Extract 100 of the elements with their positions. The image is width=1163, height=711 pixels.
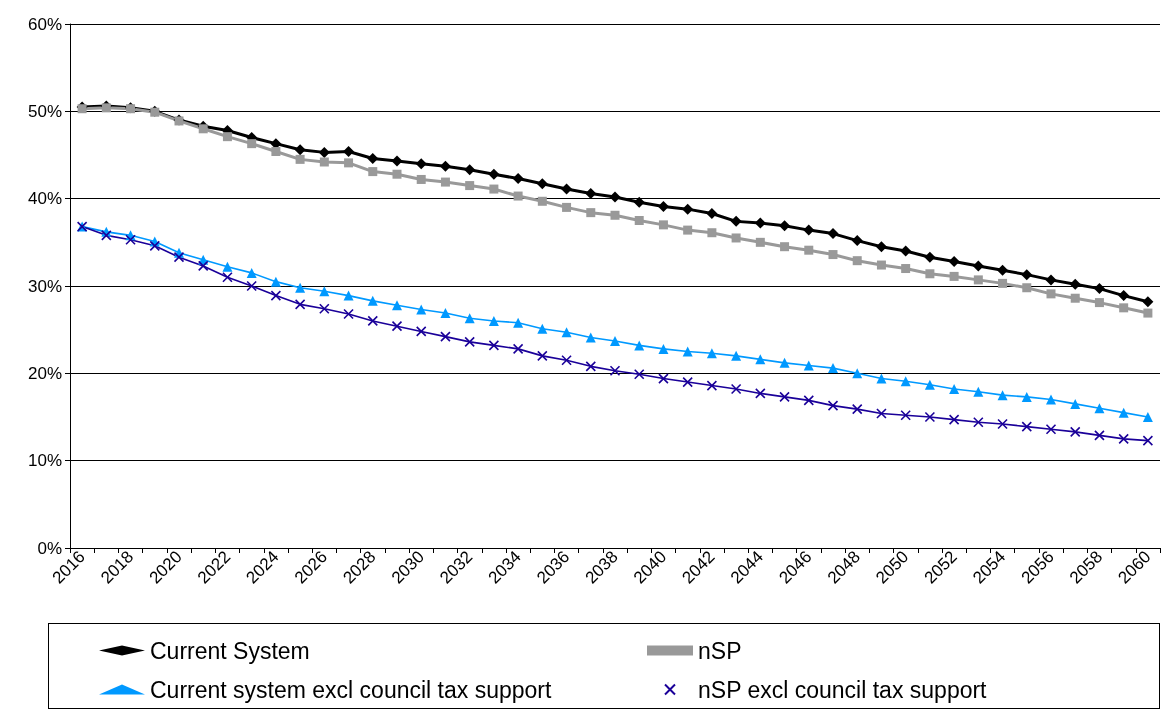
point xyxy=(706,380,718,391)
point xyxy=(755,354,766,365)
point xyxy=(367,315,379,327)
point xyxy=(633,196,645,208)
point xyxy=(585,187,597,199)
point xyxy=(1118,290,1130,302)
point xyxy=(1118,407,1129,418)
point xyxy=(464,164,476,176)
point xyxy=(585,361,597,372)
point xyxy=(997,418,1008,430)
y-tick-label: 20% xyxy=(27,363,62,383)
point xyxy=(610,336,620,347)
point xyxy=(125,234,136,246)
point xyxy=(804,245,814,255)
point xyxy=(924,379,935,390)
point xyxy=(1094,403,1105,414)
point xyxy=(585,332,596,343)
point xyxy=(900,376,911,387)
point xyxy=(1046,394,1056,405)
point xyxy=(561,327,572,338)
point xyxy=(391,155,403,167)
point xyxy=(682,346,693,357)
point xyxy=(924,251,936,263)
point xyxy=(367,295,378,306)
point xyxy=(1045,423,1057,435)
point xyxy=(246,280,257,292)
point xyxy=(319,303,330,315)
point xyxy=(1069,426,1081,438)
point xyxy=(489,184,499,194)
point xyxy=(198,124,208,134)
point xyxy=(416,174,426,184)
point xyxy=(851,235,863,247)
point xyxy=(537,323,548,334)
point xyxy=(1021,269,1033,281)
point xyxy=(295,282,306,293)
point xyxy=(465,181,475,191)
point xyxy=(827,400,839,411)
legend-label: Current System xyxy=(150,637,310,664)
point xyxy=(634,340,645,351)
point xyxy=(658,373,669,384)
point xyxy=(803,360,814,371)
point xyxy=(609,191,621,203)
point xyxy=(1070,293,1080,303)
point xyxy=(415,158,427,170)
point xyxy=(343,146,355,158)
point xyxy=(827,228,839,240)
point xyxy=(973,416,984,428)
point xyxy=(270,276,281,287)
y-tick-label: 50% xyxy=(27,101,62,121)
point xyxy=(876,260,886,270)
point xyxy=(1093,283,1105,295)
point xyxy=(343,290,354,301)
point xyxy=(513,317,524,328)
point xyxy=(1069,278,1081,290)
point xyxy=(270,290,282,301)
point xyxy=(876,373,887,384)
point xyxy=(488,315,499,326)
point xyxy=(488,340,500,351)
point xyxy=(319,286,330,297)
point xyxy=(658,220,668,230)
point xyxy=(416,304,427,315)
point xyxy=(609,365,621,377)
point xyxy=(392,300,402,311)
point xyxy=(318,146,330,158)
point xyxy=(488,168,500,180)
point xyxy=(415,326,427,337)
point xyxy=(634,216,644,225)
point xyxy=(512,173,524,185)
point xyxy=(294,144,306,156)
point xyxy=(222,271,233,283)
point xyxy=(1022,283,1032,293)
point xyxy=(852,368,863,379)
point xyxy=(972,260,984,272)
point xyxy=(731,233,741,243)
point xyxy=(222,132,232,142)
point xyxy=(779,357,790,368)
legend-label: nSP excl council tax support xyxy=(698,676,988,703)
point xyxy=(780,242,790,252)
point xyxy=(1142,412,1153,422)
point xyxy=(344,158,354,168)
point xyxy=(949,384,960,395)
point xyxy=(900,409,911,421)
point xyxy=(464,336,475,348)
point xyxy=(439,160,451,172)
point xyxy=(973,275,983,285)
point xyxy=(731,350,742,361)
point xyxy=(901,264,911,274)
point xyxy=(683,225,693,235)
point xyxy=(706,348,717,359)
point xyxy=(512,343,524,355)
point xyxy=(852,256,862,266)
point xyxy=(707,228,717,238)
point xyxy=(828,363,838,374)
point xyxy=(851,403,863,415)
point xyxy=(657,201,669,213)
point xyxy=(562,202,572,212)
point xyxy=(900,245,912,257)
point xyxy=(392,169,402,179)
point xyxy=(997,390,1008,401)
point xyxy=(706,208,718,220)
